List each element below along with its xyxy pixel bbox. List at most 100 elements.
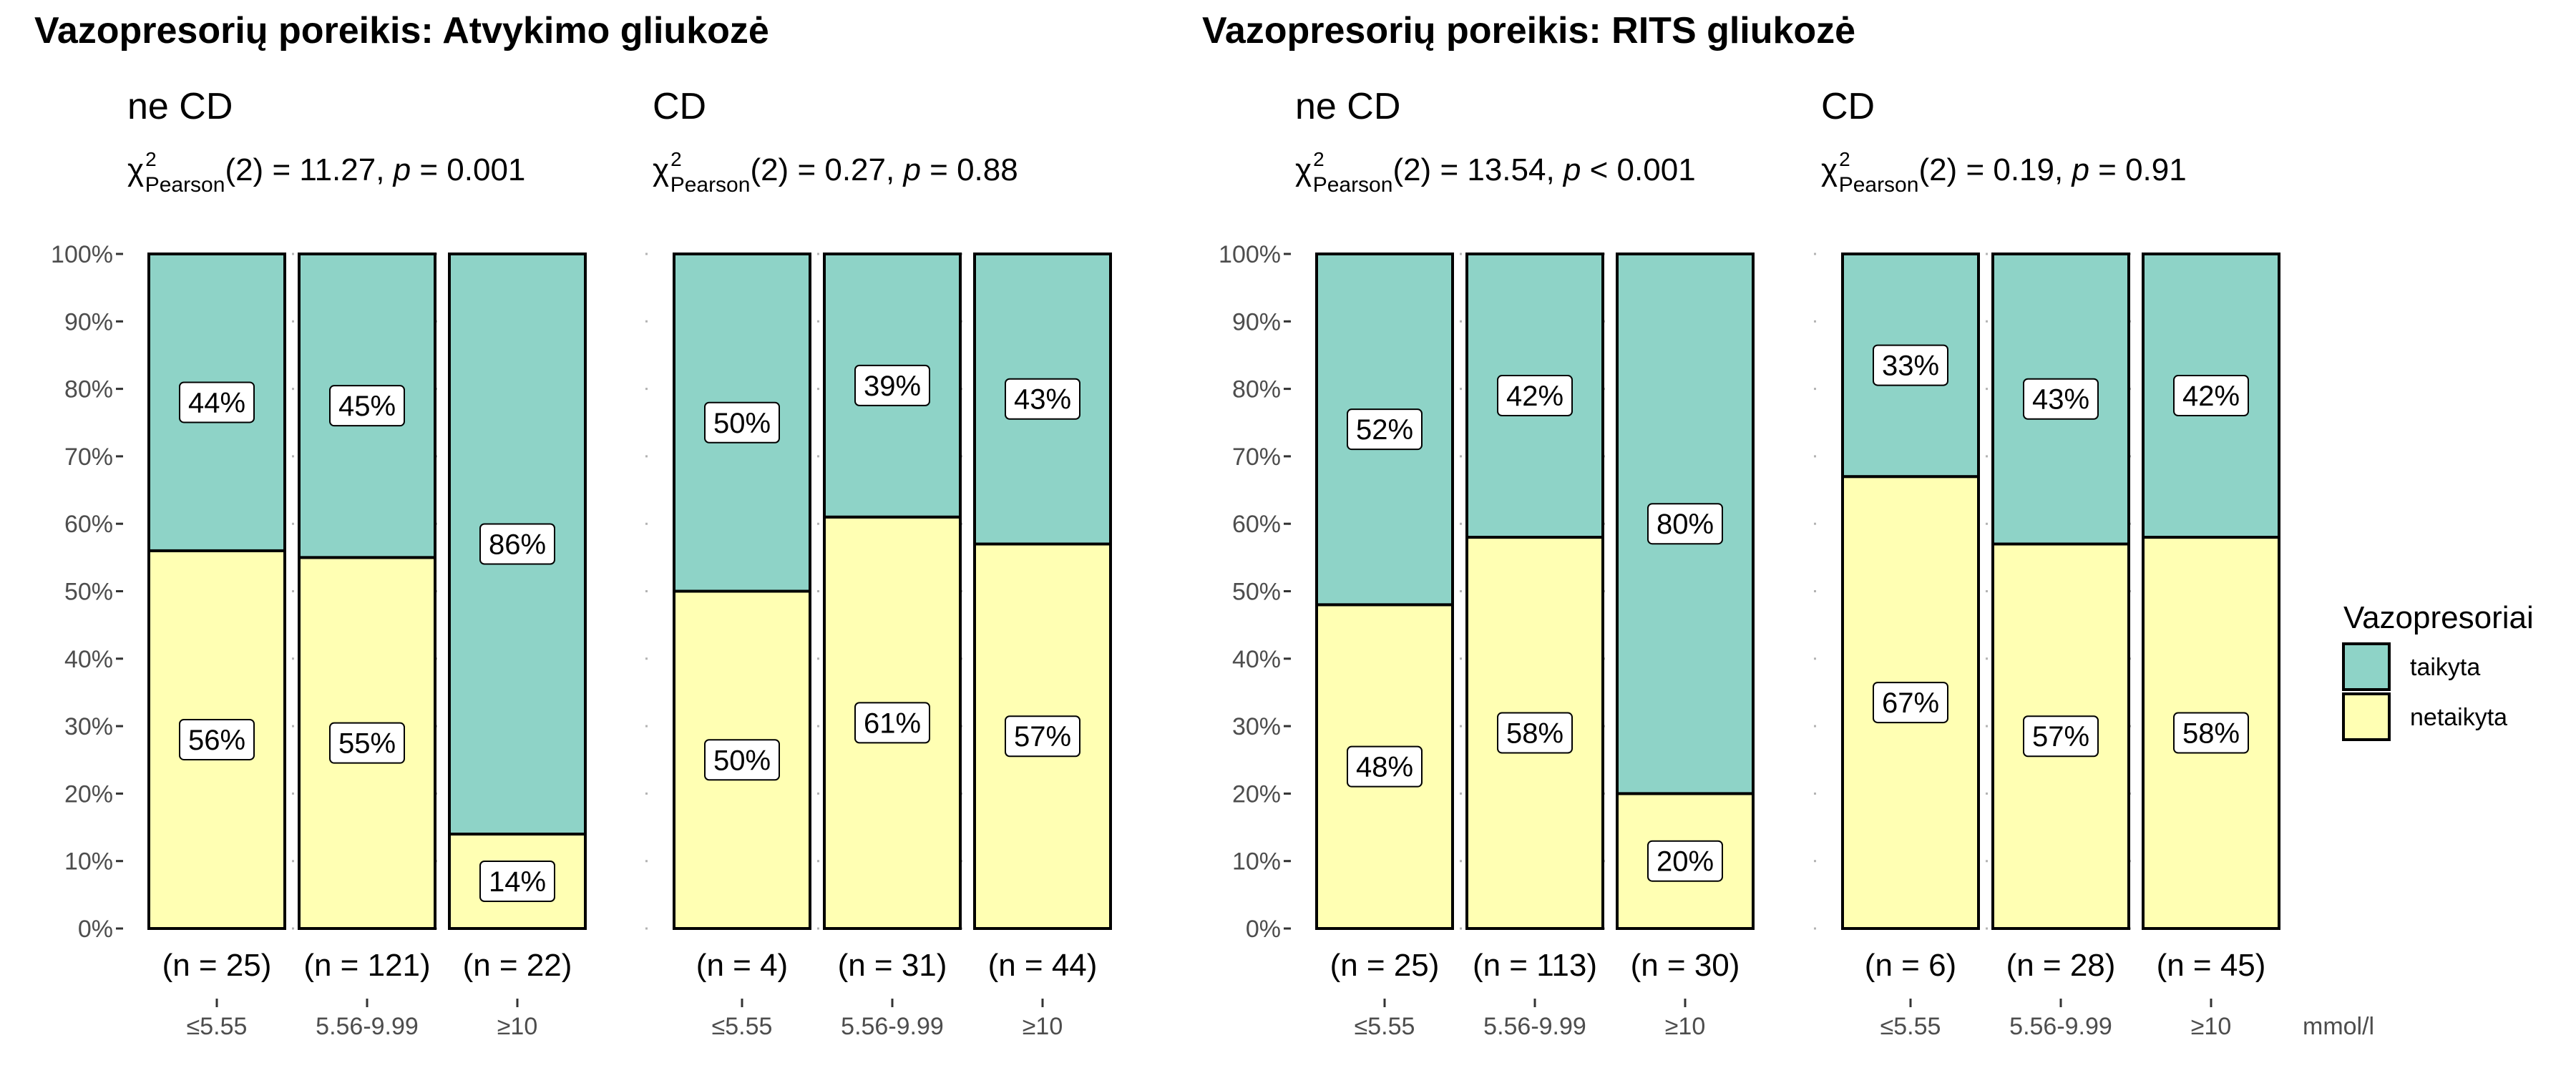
y-axis: 0% 10% 20% 30% 40% 50% 60% 70% 80% 90% 100% [51, 241, 123, 943]
bar-group: 45% 55% (n = 121) 5.56-9.99 [298, 253, 436, 1040]
label-taikyta: 42% [2182, 381, 2240, 412]
label-taikyta-box [1005, 378, 1080, 420]
n-count: (n = 44) [988, 948, 1098, 983]
n-count: (n = 22) [463, 948, 572, 983]
stat-chi: χ [1821, 152, 1838, 187]
x-tick-label: ≥10 [1023, 1013, 1063, 1040]
label-netaikyta-box [1347, 745, 1423, 788]
label-taikyta: 86% [489, 529, 546, 560]
label-netaikyta-box [179, 718, 255, 760]
stat-pvalue: = 0.001 [411, 152, 525, 187]
stat-dof: (2) = 0.19, [1918, 152, 2072, 187]
bar-group: 42% 58% (n = 45) ≥10 [2142, 253, 2280, 1040]
label-taikyta-box [179, 381, 255, 423]
label-taikyta: 80% [1657, 509, 1714, 540]
facet-label: CD [653, 86, 706, 127]
stat-sup: 2 [1313, 148, 1324, 170]
label-netaikyta: 20% [1657, 846, 1714, 878]
label-netaikyta: 58% [1506, 718, 1563, 750]
label-taikyta-box [1873, 344, 1948, 386]
bar-group: 80% 20% (n = 30) ≥10 [1616, 253, 1755, 1040]
facet-label: ne CD [127, 86, 233, 127]
label-taikyta: 33% [1882, 351, 1939, 382]
bar-group: 44% 56% (n = 25) ≤5.55 [147, 253, 286, 1040]
stat-pvalue: = 0.88 [921, 152, 1018, 187]
facet-label: ne CD [1295, 86, 1400, 127]
legend-swatch-taikyta [2342, 642, 2391, 691]
stat-pvalue: = 0.91 [2089, 152, 2187, 187]
label-netaikyta: 56% [188, 725, 245, 756]
label-taikyta-box [2173, 375, 2249, 417]
y-tick-label: 30% [1232, 713, 1281, 740]
label-netaikyta: 57% [2032, 721, 2089, 753]
chart-0: Vazopresorių poreikis: Atvykimo gliukozė… [34, 10, 1132, 1040]
y-tick-label: 100% [1219, 241, 1281, 268]
label-netaikyta: 14% [489, 866, 546, 898]
label-taikyta: 50% [713, 408, 771, 439]
label-taikyta: 42% [1506, 381, 1563, 412]
label-netaikyta-box [704, 739, 780, 781]
stat-line: χ2 Pearson(2) = 0.19, p = 0.91 [1821, 148, 2187, 197]
stat-pvalue: < 0.001 [1581, 152, 1695, 187]
bar-group: 43% 57% (n = 44) ≥10 [973, 253, 1112, 1040]
label-taikyta: 45% [338, 391, 396, 422]
y-tick-label: 0% [1246, 916, 1281, 943]
x-tick-label: ≥10 [1665, 1013, 1705, 1040]
bar-group: 33% 67% (n = 6) ≤5.55 [1841, 253, 1980, 1040]
label-netaikyta: 61% [864, 707, 921, 739]
y-tick-label: 90% [64, 308, 113, 335]
stat-p: p [2070, 152, 2089, 187]
chart-1: Vazopresorių poreikis: RITS gliukozė ne C… [1202, 10, 2301, 1040]
bar-group: 52% 48% (n = 25) ≤5.55 [1315, 253, 1454, 1040]
facet-label: CD [1821, 86, 1875, 127]
label-netaikyta: 67% [1882, 687, 1939, 719]
stat-sub: Pearson [145, 173, 225, 197]
y-tick-label: 10% [64, 848, 113, 876]
legend-label-netaikyta: netaikyta [2410, 704, 2507, 731]
y-tick-label: 50% [64, 579, 113, 606]
stat-sup: 2 [145, 148, 157, 170]
legend-label-taikyta: taikyta [2410, 654, 2480, 681]
label-netaikyta-box [1873, 682, 1948, 724]
legend: Vazopresoriai taikyta netaikyta [2342, 600, 2534, 741]
stat-dof: (2) = 11.27, [225, 152, 393, 187]
x-tick-label: 5.56-9.99 [841, 1013, 944, 1040]
x-tick-label: 5.56-9.99 [1483, 1013, 1586, 1040]
label-taikyta-box [854, 364, 930, 406]
y-tick-label: 30% [64, 713, 113, 740]
stat-chi: χ [1295, 152, 1312, 187]
stat-sub: Pearson [1313, 173, 1393, 197]
stat-sub: Pearson [1839, 173, 1919, 197]
label-taikyta: 43% [2032, 384, 2089, 416]
chart-title: Vazopresorių poreikis: Atvykimo gliukozė [34, 10, 769, 52]
facet-0-1: CD χ2 Pearson(2) = 0.27, p = 0.88 50% 50% (n … [645, 86, 1132, 1040]
label-taikyta-box [1347, 408, 1423, 451]
stat-line: χ2 Pearson(2) = 0.27, p = 0.88 [653, 148, 1018, 197]
label-taikyta-box [1497, 375, 1573, 417]
x-tick-label: 5.56-9.99 [316, 1013, 419, 1040]
y-tick-label: 70% [64, 444, 113, 471]
label-taikyta-box [329, 385, 405, 427]
n-count: (n = 4) [696, 948, 788, 983]
stat-dof: (2) = 0.27, [750, 152, 903, 187]
chart-title: Vazopresorių poreikis: RITS gliukozė [1202, 10, 1855, 52]
stat-dof: (2) = 13.54, [1392, 152, 1563, 187]
x-tick-label: ≥10 [497, 1013, 537, 1040]
bar-group: 42% 58% (n = 113) 5.56-9.99 [1465, 253, 1604, 1040]
stat-p: p [1562, 152, 1581, 187]
label-netaikyta: 55% [338, 728, 396, 760]
legend-swatch-netaikyta [2342, 692, 2391, 741]
n-count: (n = 6) [1865, 948, 1956, 983]
y-tick-label: 90% [1232, 308, 1281, 335]
label-netaikyta-box [2173, 712, 2249, 754]
x-unit-label: mmol/l [2303, 1013, 2374, 1040]
x-tick-label: ≤5.55 [1880, 1013, 1941, 1040]
stat-p: p [392, 152, 411, 187]
n-count: (n = 45) [2157, 948, 2266, 983]
bar-group: 86% 14% (n = 22) ≥10 [448, 253, 587, 1040]
facet-1-1: CD χ2 Pearson(2) = 0.19, p = 0.91 33% 67% (n … [1814, 86, 2301, 1040]
stat-p: p [902, 152, 920, 187]
x-tick-label: ≤5.55 [1355, 1013, 1415, 1040]
y-tick-label: 80% [1232, 376, 1281, 403]
